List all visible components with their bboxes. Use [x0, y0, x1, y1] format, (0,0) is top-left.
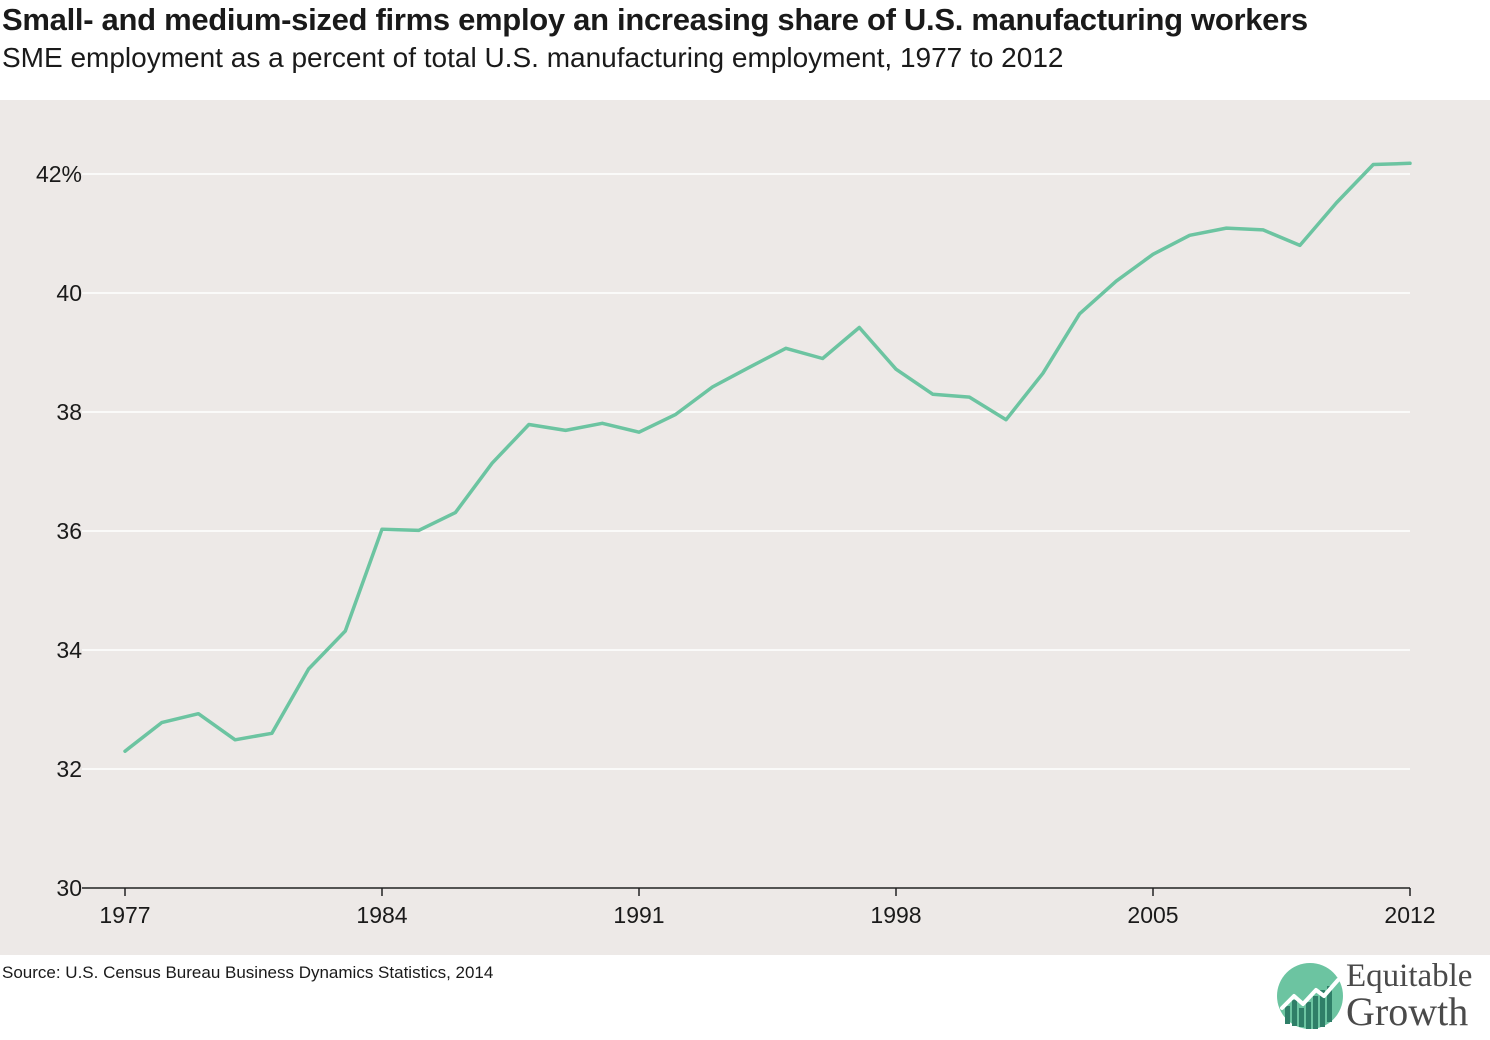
- data-point-2007: [1225, 226, 1228, 230]
- data-point-2005: [1151, 253, 1155, 256]
- data-point-2003: [1078, 312, 1081, 315]
- x-tick-label: 1984: [356, 902, 407, 928]
- data-point-1987: [490, 462, 494, 465]
- data-point-1978: [160, 721, 163, 724]
- data-point-2001: [1004, 418, 1008, 421]
- data-point-1981: [270, 732, 274, 735]
- plot-area: [0, 100, 1490, 955]
- data-point-2008: [1261, 228, 1265, 232]
- y-tick-label: 40: [56, 280, 82, 306]
- chart-title: Small- and medium-sized firms employ an …: [2, 2, 1308, 37]
- y-tick-label: 30: [56, 875, 82, 901]
- data-point-1989: [564, 429, 567, 432]
- data-point-1984: [380, 528, 384, 531]
- chart-subtitle: SME employment as a percent of total U.S…: [2, 42, 1064, 73]
- x-tick-label: 2012: [1384, 902, 1435, 928]
- data-point-1991: [637, 431, 641, 434]
- x-tick-label: 1998: [870, 902, 921, 928]
- data-point-1986: [454, 511, 457, 514]
- data-point-2012: [1408, 162, 1412, 165]
- series-line-sme-share: [123, 161, 1412, 753]
- data-point-1995: [784, 347, 788, 350]
- data-point-1999: [931, 393, 934, 396]
- data-point-1996: [821, 357, 824, 360]
- data-point-1994: [747, 366, 751, 369]
- data-point-1997: [858, 326, 861, 329]
- data-point-1992: [674, 413, 677, 416]
- data-point-1988: [527, 423, 531, 426]
- data-point-2002: [1041, 372, 1045, 375]
- y-tick-label: 36: [56, 518, 82, 544]
- source-note: Source: U.S. Census Bureau Business Dyna…: [2, 963, 494, 982]
- data-point-1977: [123, 750, 127, 753]
- y-tick-label: 38: [56, 399, 82, 425]
- data-point-1983: [344, 629, 347, 633]
- data-point-1979: [197, 712, 200, 715]
- data-point-1998: [894, 368, 898, 371]
- data-point-2004: [1115, 279, 1118, 283]
- logo-line-2: Growth: [1346, 989, 1469, 1034]
- data-point-2011: [1372, 163, 1375, 166]
- data-point-1980: [233, 738, 237, 741]
- growth-logo-icon: [1277, 963, 1343, 1029]
- x-tick-label: 1991: [613, 902, 664, 928]
- data-point-1993: [711, 385, 714, 389]
- data-point-2009: [1298, 244, 1302, 247]
- logo-line-1: Equitable: [1346, 958, 1473, 994]
- data-point-1985: [417, 529, 420, 532]
- data-point-2006: [1188, 234, 1191, 237]
- data-point-1982: [307, 667, 310, 671]
- data-point-1990: [601, 422, 604, 425]
- y-tick-label: 42%: [36, 161, 82, 187]
- logo-wordmark: Equitable Growth: [1346, 958, 1473, 1034]
- data-point-2000: [968, 395, 971, 399]
- data-point-2010: [1335, 201, 1338, 204]
- x-tick-label: 2005: [1127, 902, 1178, 928]
- equitable-growth-logo: Equitable Growth: [1276, 958, 1490, 1036]
- y-tick-label: 32: [56, 756, 82, 782]
- y-tick-label: 34: [56, 637, 82, 663]
- x-tick-label: 1977: [99, 902, 150, 928]
